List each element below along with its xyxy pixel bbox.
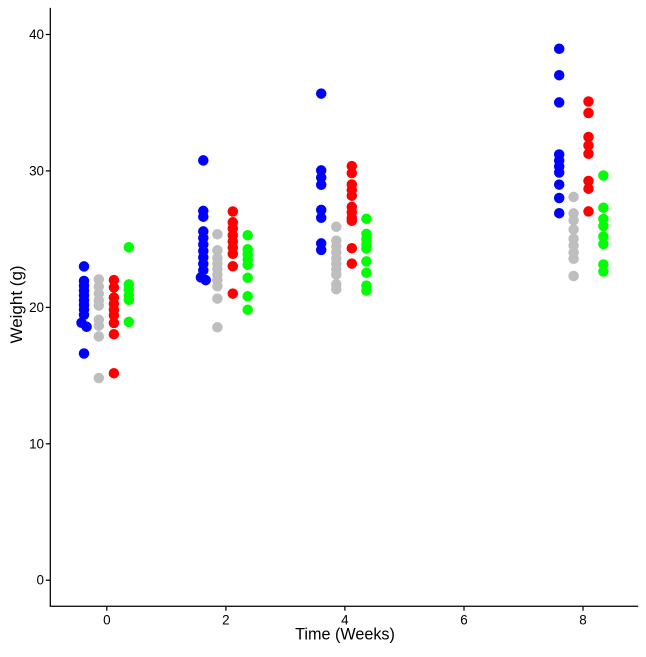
svg-text:8: 8 <box>579 613 586 628</box>
svg-text:0: 0 <box>37 573 44 588</box>
svg-text:6: 6 <box>460 613 467 628</box>
svg-text:2: 2 <box>222 613 229 628</box>
svg-text:Time (Weeks): Time (Weeks) <box>295 626 395 644</box>
svg-text:Weight (g): Weight (g) <box>7 265 26 343</box>
svg-text:40: 40 <box>29 27 44 42</box>
svg-text:20: 20 <box>29 300 44 315</box>
svg-text:30: 30 <box>29 163 44 178</box>
svg-text:10: 10 <box>29 436 44 451</box>
svg-text:0: 0 <box>103 613 110 628</box>
svg-text:4: 4 <box>341 613 349 628</box>
